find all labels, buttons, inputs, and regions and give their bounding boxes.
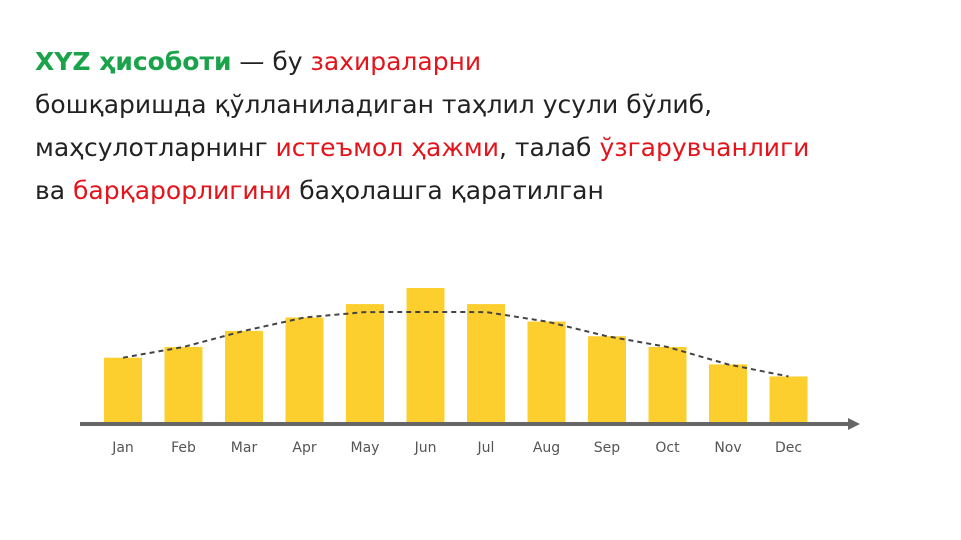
trend-line — [122, 310, 789, 378]
tick-label: Oct — [655, 440, 680, 456]
bar-nov — [709, 364, 747, 422]
tick-label: Jun — [414, 440, 437, 456]
bar-dec — [769, 376, 808, 422]
tick-label: Aug — [533, 440, 560, 456]
tick-label: Jan — [111, 440, 134, 456]
tick-label: Jul — [477, 440, 495, 456]
tick-label: Sep — [594, 440, 621, 456]
text-segment: баҳолашга қаратилган — [291, 176, 604, 205]
bar-jan — [104, 357, 142, 422]
bar-apr — [285, 317, 324, 422]
term: XYZ ҳисоботи — [35, 47, 232, 76]
text-segment: — бу — [231, 47, 311, 76]
text-segment: ва — [35, 176, 74, 205]
tick-label: Apr — [292, 440, 316, 456]
tick-label: Mar — [231, 440, 258, 456]
bar-mar — [225, 330, 263, 422]
bar-oct — [648, 346, 687, 422]
tick-label: Dec — [775, 440, 802, 456]
highlight: захираларни — [310, 47, 482, 76]
bar-may — [346, 304, 384, 422]
axis-arrow-icon — [848, 418, 860, 430]
bar-aug — [527, 321, 566, 422]
description-paragraph: XYZ ҳисоботи — бу захираларни бошқаришда… — [35, 40, 835, 212]
tick-label: Nov — [714, 440, 741, 456]
bar-sep — [588, 336, 626, 422]
text-segment: бошқаришда қўлланиладиган таҳлил усули б… — [35, 90, 713, 162]
tick-label: May — [351, 440, 380, 456]
bar-jul — [467, 304, 505, 422]
bar-jun — [406, 288, 445, 422]
tick-label: Feb — [171, 440, 196, 456]
bar-feb — [164, 346, 203, 422]
highlight: ўзгарувчанлиги — [599, 133, 810, 162]
text-segment: , талаб — [498, 133, 600, 162]
highlight: барқарорлигини — [73, 176, 292, 205]
highlight: истеъмол ҳажми — [275, 133, 499, 162]
